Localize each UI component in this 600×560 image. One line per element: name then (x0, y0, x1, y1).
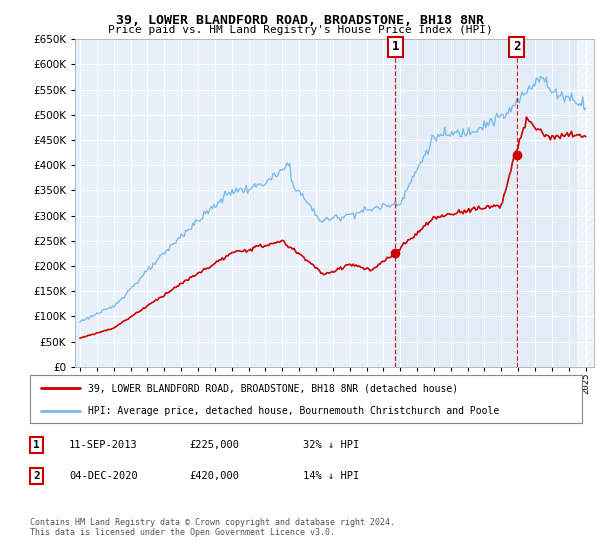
Text: 39, LOWER BLANDFORD ROAD, BROADSTONE, BH18 8NR (detached house): 39, LOWER BLANDFORD ROAD, BROADSTONE, BH… (88, 383, 458, 393)
Text: 14% ↓ HPI: 14% ↓ HPI (303, 471, 359, 481)
Text: £420,000: £420,000 (189, 471, 239, 481)
Text: £225,000: £225,000 (189, 440, 239, 450)
Text: Price paid vs. HM Land Registry's House Price Index (HPI): Price paid vs. HM Land Registry's House … (107, 25, 493, 35)
Text: 11-SEP-2013: 11-SEP-2013 (69, 440, 138, 450)
Text: 2: 2 (513, 40, 521, 53)
Text: 1: 1 (391, 40, 399, 53)
Text: 32% ↓ HPI: 32% ↓ HPI (303, 440, 359, 450)
Text: 1: 1 (33, 440, 40, 450)
Text: 04-DEC-2020: 04-DEC-2020 (69, 471, 138, 481)
Text: 39, LOWER BLANDFORD ROAD, BROADSTONE, BH18 8NR: 39, LOWER BLANDFORD ROAD, BROADSTONE, BH… (116, 14, 484, 27)
Text: 2: 2 (33, 471, 40, 481)
Text: HPI: Average price, detached house, Bournemouth Christchurch and Poole: HPI: Average price, detached house, Bour… (88, 406, 499, 416)
Bar (395, 39, 594, 367)
Text: Contains HM Land Registry data © Crown copyright and database right 2024.
This d: Contains HM Land Registry data © Crown c… (30, 518, 395, 538)
